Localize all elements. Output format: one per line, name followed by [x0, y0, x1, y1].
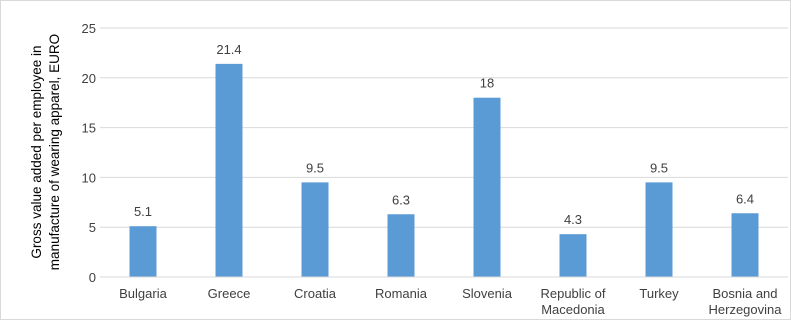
y-tick-label: 25 [82, 21, 96, 36]
bars [129, 63, 759, 277]
y-axis-ticks: 0 5 10 15 20 25 [82, 21, 96, 285]
x-tick-label: Bosnia and Herzegovina [709, 286, 783, 317]
data-label: 4.3 [564, 212, 582, 227]
data-label: 6.3 [392, 192, 410, 207]
x-tick-label: Romania [375, 286, 428, 301]
x-tick-label: Slovenia [462, 286, 513, 301]
gridlines [100, 27, 788, 228]
bar [387, 214, 415, 277]
y-tick-label: 10 [82, 170, 96, 185]
bar [215, 63, 243, 277]
y-tick-label: 0 [89, 270, 96, 285]
y-tick-label: 15 [82, 121, 96, 136]
y-tick-label: 5 [89, 220, 96, 235]
x-tick-label: Greece [208, 286, 251, 301]
bar [645, 182, 673, 277]
x-tick-label: Croatia [294, 286, 337, 301]
data-label: 18 [480, 76, 494, 91]
x-tick-label: Bulgaria [119, 286, 167, 301]
data-label: 9.5 [650, 160, 668, 175]
x-tick-label: Republic of Macedonia [540, 286, 605, 317]
data-label: 21.4 [216, 42, 241, 57]
y-axis-title: Gross value added per employee in manufac… [29, 34, 62, 270]
data-labels: 5.1 21.4 9.5 6.3 18 4.3 9.5 6.4 [134, 42, 754, 227]
y-tick-label: 20 [82, 71, 96, 86]
data-label: 9.5 [306, 160, 324, 175]
bar [473, 97, 501, 277]
bar [301, 182, 329, 277]
x-tick-label: Turkey [639, 286, 679, 301]
bar [129, 226, 157, 277]
bar [731, 213, 759, 277]
data-label: 5.1 [134, 204, 152, 219]
x-axis-ticks: Bulgaria Greece Croatia Romania Slovenia Repu… [119, 286, 782, 317]
data-label: 6.4 [736, 191, 754, 206]
bar [559, 234, 587, 277]
